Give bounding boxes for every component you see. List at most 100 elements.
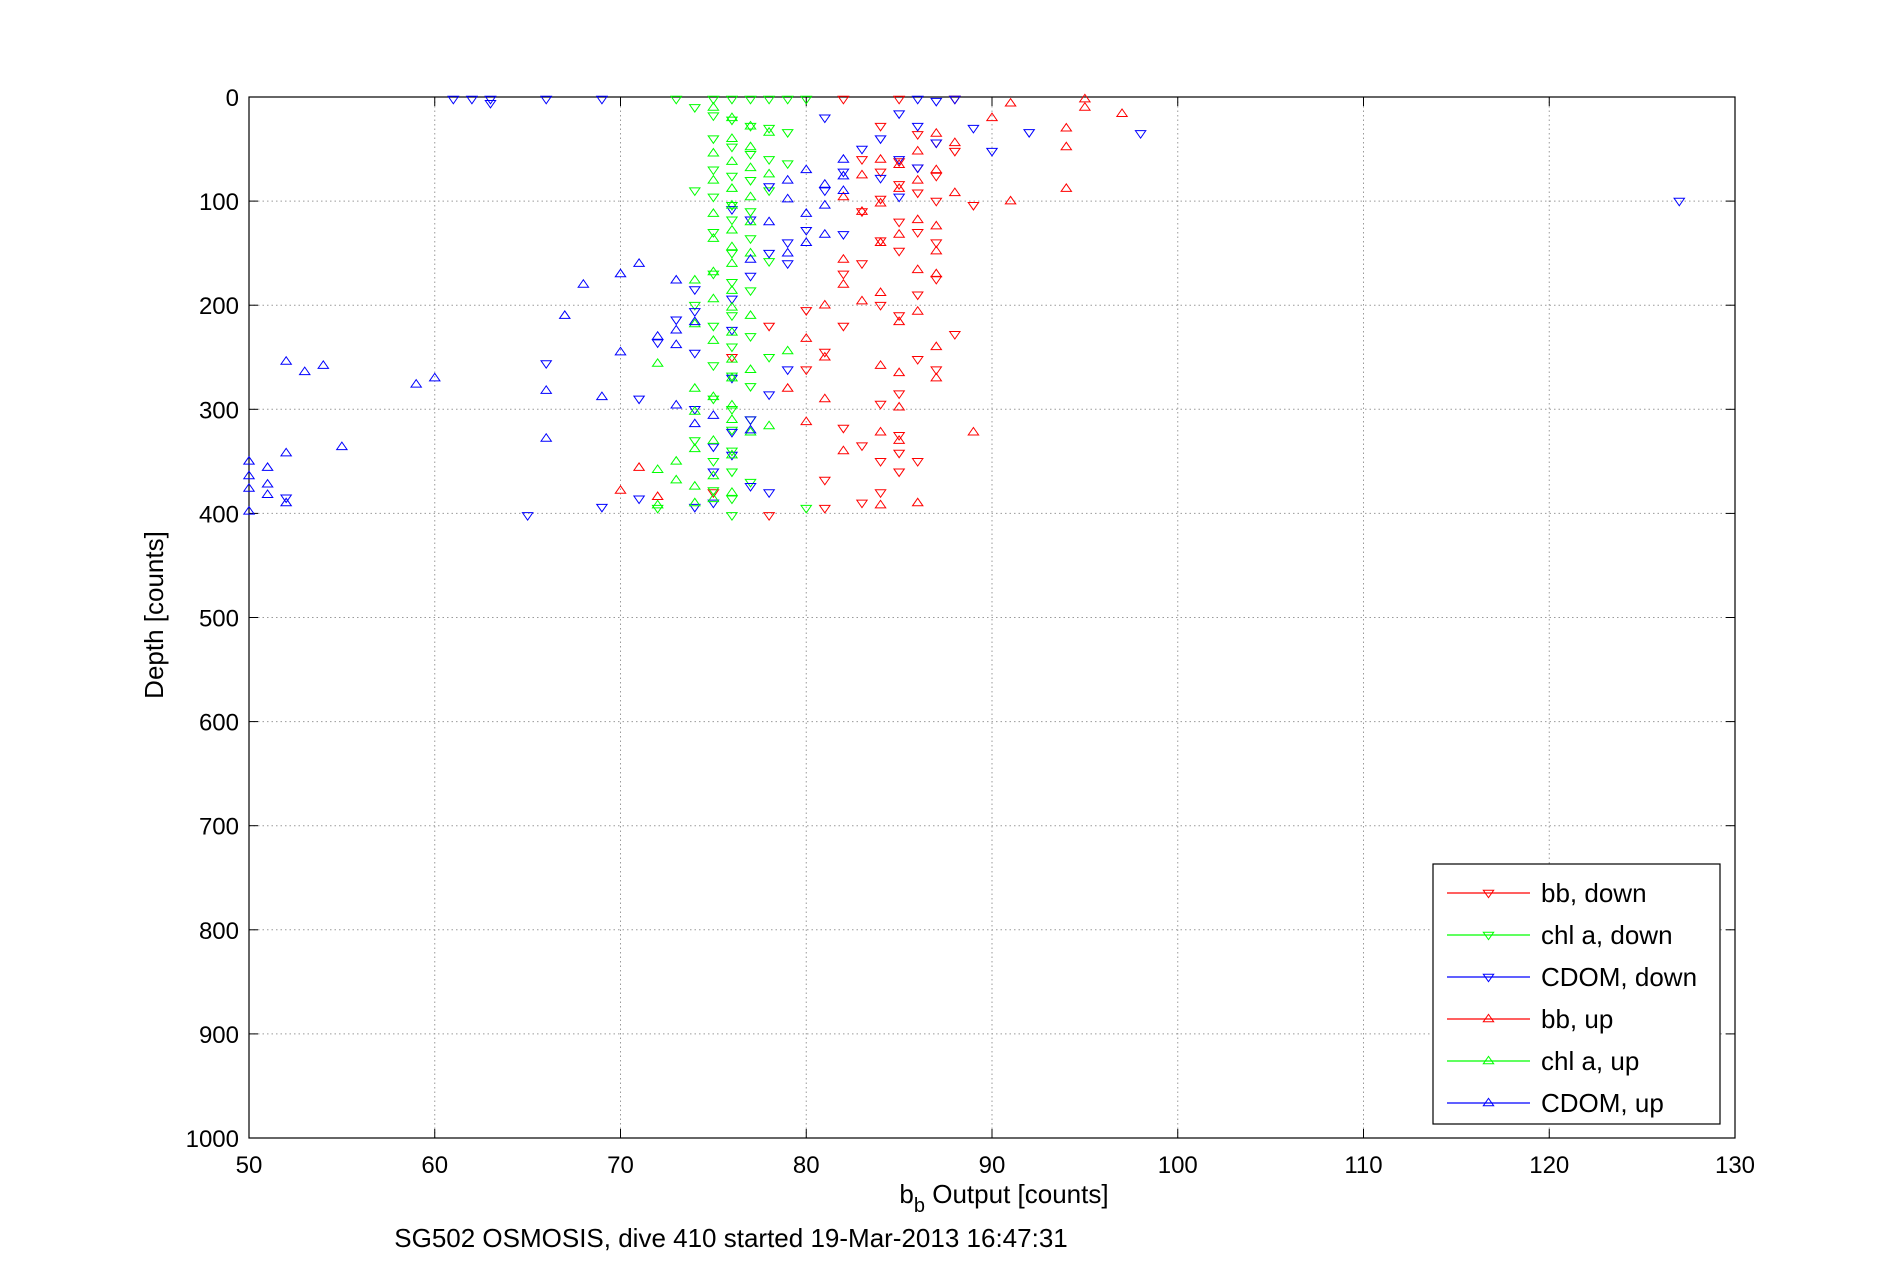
data-point — [744, 235, 757, 245]
legend-label: chl a, down — [1541, 920, 1673, 950]
data-point — [335, 441, 349, 451]
data-point — [874, 237, 887, 247]
data-point — [725, 414, 739, 424]
data-point — [670, 95, 683, 105]
data-point — [744, 287, 757, 297]
data-point — [911, 95, 924, 105]
data-point — [279, 497, 293, 507]
data-point — [725, 216, 739, 226]
data-point — [688, 308, 701, 318]
data-point — [651, 464, 664, 473]
data-point — [781, 366, 794, 376]
data-point — [892, 312, 906, 322]
data-point — [261, 489, 274, 498]
data-point — [725, 295, 739, 305]
data-point — [818, 393, 831, 403]
data-point — [781, 95, 794, 105]
data-point — [1060, 183, 1073, 192]
x-tick-labels: 50 60 70 80 90 100 110 120 130 — [236, 1152, 1755, 1179]
data-point — [447, 95, 460, 105]
x-tick-label: 100 — [1158, 1152, 1198, 1179]
data-point — [837, 424, 850, 434]
legend-entry: CDOM, down — [1447, 962, 1697, 992]
data-point — [632, 395, 646, 405]
data-point — [855, 205, 869, 215]
data-point — [762, 183, 776, 193]
data-point — [242, 455, 256, 465]
data-point — [762, 216, 776, 226]
data-point — [762, 95, 776, 105]
data-point — [837, 270, 850, 280]
data-point — [762, 126, 776, 136]
data-point — [818, 299, 831, 309]
data-point — [1134, 130, 1147, 139]
data-point — [670, 339, 683, 349]
data-point — [540, 385, 553, 394]
data-point — [725, 468, 739, 478]
data-point — [744, 216, 757, 226]
data-point — [892, 159, 906, 168]
data-point — [595, 391, 609, 401]
data-point — [930, 97, 943, 107]
data-point — [744, 424, 757, 434]
data-point — [781, 193, 794, 203]
data-point — [1004, 97, 1017, 107]
data-point — [651, 357, 664, 367]
data-point — [725, 372, 739, 382]
data-point — [892, 401, 906, 411]
data-point — [242, 470, 256, 480]
legend-label: CDOM, down — [1541, 962, 1697, 992]
x-tick-label: 60 — [421, 1152, 448, 1179]
data-point — [930, 164, 943, 174]
data-point — [837, 170, 850, 180]
data-point — [410, 378, 423, 388]
data-point — [1078, 101, 1092, 111]
y-tick-label: 0 — [226, 85, 239, 112]
data-point — [837, 95, 850, 105]
data-point — [558, 310, 571, 319]
data-point — [428, 372, 441, 382]
data-point — [279, 447, 293, 457]
data-point — [707, 229, 720, 238]
data-point — [874, 168, 887, 178]
data-point — [725, 399, 739, 409]
y-tick-label: 800 — [199, 918, 239, 945]
legend-entry: chl a, down — [1447, 920, 1673, 950]
data-point — [781, 239, 794, 249]
data-point — [874, 153, 887, 163]
data-point — [744, 191, 757, 201]
data-point — [892, 367, 906, 377]
y-tick-label: 1000 — [186, 1126, 239, 1153]
data-point — [725, 95, 739, 105]
data-point — [521, 512, 534, 522]
data-point — [484, 99, 497, 109]
legend-marker — [1482, 931, 1495, 941]
data-point — [874, 135, 887, 145]
data-point — [707, 458, 720, 467]
data-point — [1022, 129, 1036, 138]
data-point — [540, 360, 553, 370]
data-point — [781, 129, 794, 138]
data-point — [911, 145, 924, 155]
data-point — [911, 164, 924, 174]
y-tick-label: 500 — [199, 606, 239, 633]
x-tick-label: 110 — [1344, 1152, 1382, 1179]
data-point — [762, 391, 776, 401]
data-point — [855, 208, 869, 218]
data-point — [725, 451, 739, 461]
data-point — [707, 147, 720, 157]
data-point — [688, 187, 701, 197]
data-point — [762, 249, 776, 259]
data-point — [874, 458, 887, 467]
data-point — [744, 176, 757, 186]
data-point — [855, 169, 869, 179]
data-point — [874, 197, 887, 207]
data-point — [651, 499, 664, 509]
data-point — [762, 322, 776, 332]
data-point — [707, 101, 720, 111]
data-point — [892, 110, 906, 120]
legend-label: CDOM, up — [1541, 1088, 1664, 1118]
data-point — [948, 187, 962, 197]
y-tick-label: 200 — [199, 293, 239, 320]
legend-box — [1432, 863, 1721, 1125]
